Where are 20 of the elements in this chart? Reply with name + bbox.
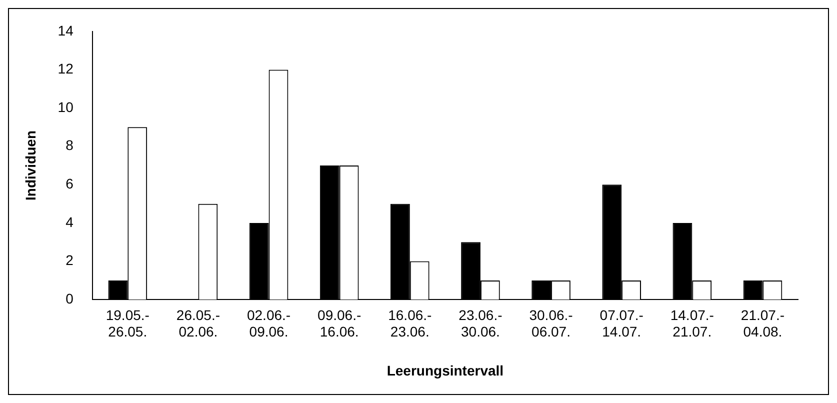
y-tick-label: 4 [66, 214, 74, 230]
x-tick-label: 30.06.-06.07. [529, 306, 574, 340]
x-tick-label: 02.06.-09.06. [246, 306, 291, 340]
x-tick-label: 21.07.-04.08. [740, 306, 785, 340]
y-tick-label: 6 [66, 176, 74, 192]
x-tick-label: 14.07.-21.07. [670, 306, 714, 340]
y-tick-label: 8 [66, 137, 74, 154]
y-tick-label: 10 [58, 98, 74, 115]
x-axis-title: Leerungsintervall [386, 362, 504, 378]
y-axis-title: Individuen [22, 130, 38, 200]
x-tick-label: 09.06.-16.06. [318, 306, 362, 340]
y-tick-label: 14 [58, 22, 74, 38]
x-tick-label: 07.07.-14.07. [600, 306, 644, 340]
y-tick-label: 12 [58, 60, 74, 77]
y-tick-label: 0 [66, 290, 74, 306]
y-tick-label: 2 [66, 252, 74, 268]
x-tick-label: 16.06.-23.06. [388, 306, 432, 340]
x-tick-label: 19.05.-26.05. [106, 306, 150, 340]
x-tick-label: 23.06.-30.06. [458, 306, 503, 340]
x-tick-label: 26.05.-02.06. [176, 306, 220, 340]
